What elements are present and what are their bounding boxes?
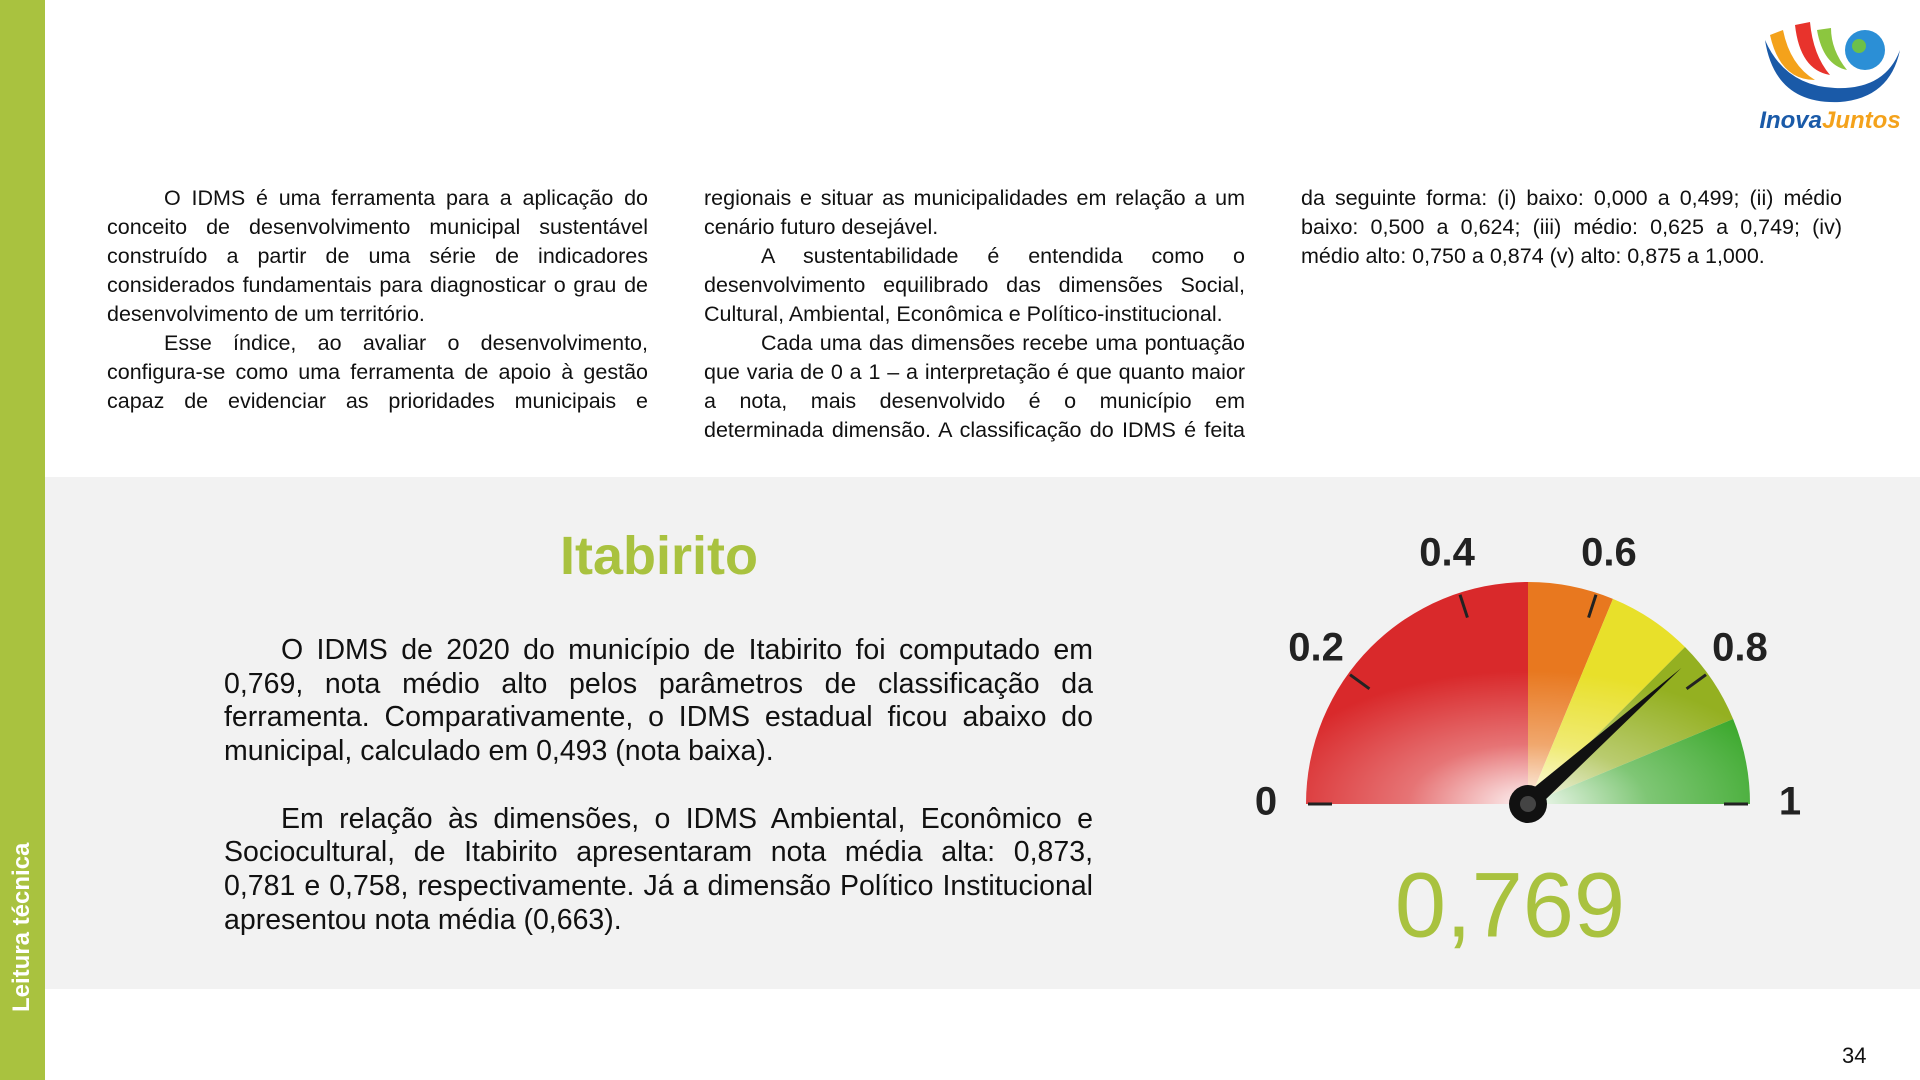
gauge-tick [1458, 594, 1469, 619]
highlight-text: O IDMS de 2020 do município de Itabirito… [224, 634, 1093, 971]
gauge: 0 0.2 0.4 0.6 0.8 1 0,769 [1255, 530, 1801, 956]
gauge-tick [1349, 673, 1371, 691]
gauge-tick-label: 0.4 [1419, 530, 1475, 574]
paragraph: O IDMS de 2020 do município de Itabirito… [224, 634, 1093, 768]
gauge-glow [1306, 582, 1750, 804]
sidebar-label: Leitura técnica [8, 842, 35, 1012]
gauge-tick-label: 0.2 [1288, 626, 1344, 670]
paragraph: O IDMS é uma ferramenta para a aplicação… [107, 186, 648, 326]
logo-globe [1845, 30, 1885, 70]
gauge-tick [1587, 594, 1598, 619]
gauge-tick-label: 0 [1255, 780, 1277, 824]
paragraph: A sustentabilidade é entendida como o de… [704, 244, 1245, 326]
gauge-needle [1522, 667, 1682, 811]
gauge-hub-inner [1520, 796, 1536, 812]
logo-text: InovaJuntos [1759, 107, 1900, 134]
gauge-tick [1685, 673, 1707, 691]
paragraph: Em relação às dimensões, o IDMS Ambienta… [224, 802, 1093, 936]
highlight-title: Itabirito [560, 526, 758, 586]
paragraph: Cada uma das dimensões recebe uma pontua… [704, 186, 1842, 442]
logo-shape [1795, 22, 1830, 75]
gauge-tick-label: 0.8 [1712, 626, 1768, 670]
intro-text: O IDMS é uma ferramenta para a aplicação… [107, 184, 1842, 454]
gauge-value-label: 0,769 [1395, 854, 1625, 956]
logo: InovaJuntos [1759, 22, 1901, 134]
logo-shape [1817, 28, 1847, 70]
logo-globe [1852, 39, 1866, 53]
gauge-tick-label: 0.6 [1581, 530, 1637, 574]
sidebar: Leitura técnica [0, 0, 45, 1080]
logo-swoosh [1765, 40, 1900, 103]
paragraph: Esse índice, ao avaliar o desenvolviment… [107, 186, 1245, 413]
logo-shape [1770, 30, 1815, 80]
logo-text-part: Juntos [1822, 107, 1901, 134]
logo-text-part: Inova [1759, 107, 1822, 134]
gauge-tick-label: 1 [1779, 780, 1801, 824]
page-number: 34 [1842, 1043, 1867, 1068]
